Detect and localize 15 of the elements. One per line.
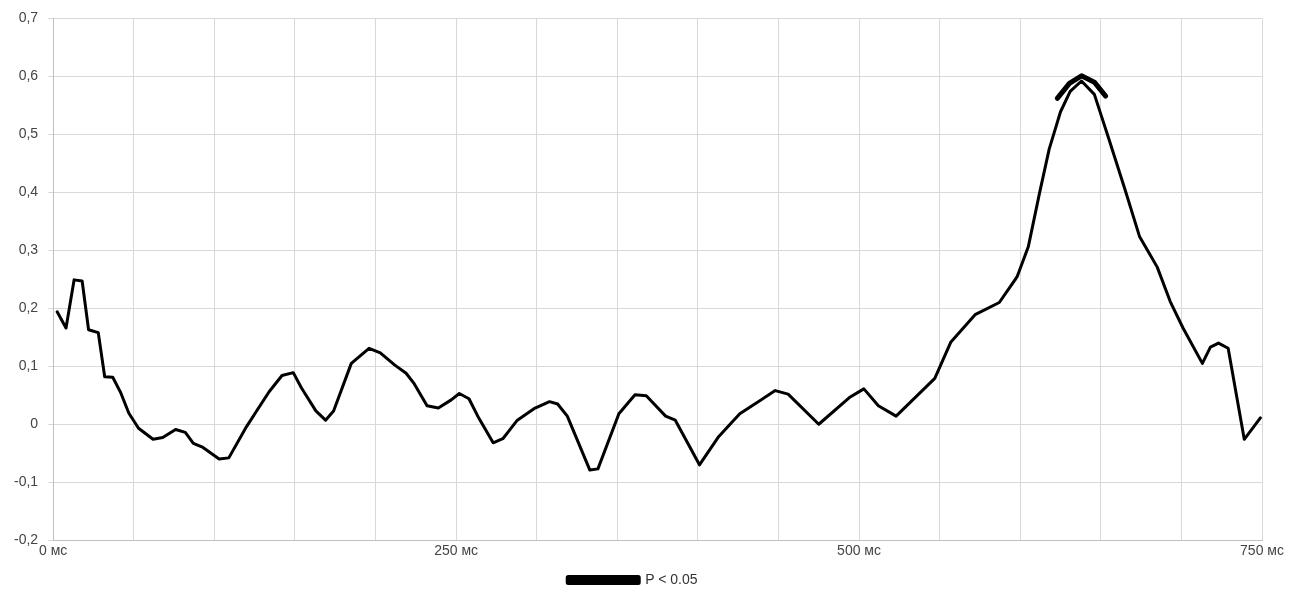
x-tick-label: 0 мс bbox=[38, 542, 68, 559]
y-tick-label: 0,3 bbox=[18, 241, 39, 258]
y-tick-label: 0,4 bbox=[18, 183, 39, 200]
legend-label: P < 0.05 bbox=[645, 570, 698, 587]
x-tick-label: 750 мс bbox=[1240, 542, 1284, 559]
y-tick-label: -0,1 bbox=[14, 473, 39, 490]
x-tick-label: 250 мс bbox=[434, 542, 479, 559]
y-tick-label: 0,5 bbox=[18, 125, 39, 142]
y-tick-label: 0,6 bbox=[18, 67, 39, 84]
x-tick-label: 500 мс bbox=[837, 542, 881, 559]
y-tick-label: 0,1 bbox=[18, 357, 39, 374]
y-tick-label: -0,2 bbox=[14, 531, 39, 548]
y-tick-label: 0 bbox=[30, 415, 39, 432]
y-tick-label: 0,7 bbox=[18, 9, 39, 26]
y-tick-label: 0,2 bbox=[18, 299, 39, 316]
